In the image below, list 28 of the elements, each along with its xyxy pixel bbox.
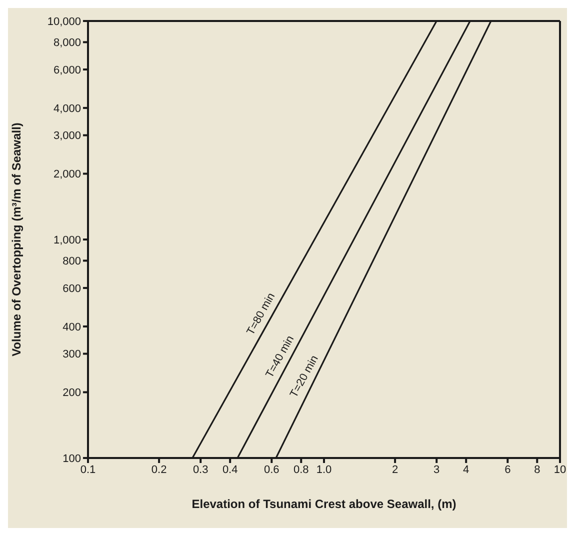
y-tick-label: 400 [62, 321, 81, 334]
x-tick-label: 0.2 [151, 464, 167, 476]
y-tick-label: 6,000 [53, 64, 81, 76]
y-tick-label: 3,000 [53, 130, 81, 142]
x-tick-label: 0.4 [222, 464, 238, 476]
x-tick-label: 0.3 [192, 464, 208, 476]
y-tick-label: 1,000 [53, 234, 81, 246]
y-tick-label: 100 [62, 452, 81, 465]
y-tick-label: 200 [62, 387, 81, 400]
y-tick-label: 300 [62, 348, 81, 361]
x-tick-label: 8 [534, 464, 540, 476]
y-tick-label: 800 [62, 256, 81, 268]
x-tick-label: 1.0 [316, 464, 332, 476]
x-tick-label: 6 [504, 464, 511, 476]
x-tick-label: 0.1 [80, 464, 96, 476]
y-tick-label: 2,000 [53, 168, 81, 181]
x-tick-label: 4 [463, 464, 470, 476]
y-tick-label: 4,000 [53, 102, 81, 115]
y-axis-title: Volume of Overtopping (m³/m of Seawall) [9, 122, 24, 356]
x-tick-label: 10 [554, 464, 566, 476]
y-tick-label: 8,000 [53, 37, 81, 50]
y-tick-label: 600 [62, 282, 81, 295]
x-axis-title: Elevation of Tsunami Crest above Seawall, (m) [192, 497, 456, 511]
x-tick-label: 0.8 [293, 464, 309, 476]
x-tick-label: 0.6 [264, 464, 280, 476]
y-tick-label: 10,000 [47, 16, 81, 28]
x-tick-label: 3 [434, 464, 440, 476]
x-tick-label: 2 [392, 464, 398, 476]
